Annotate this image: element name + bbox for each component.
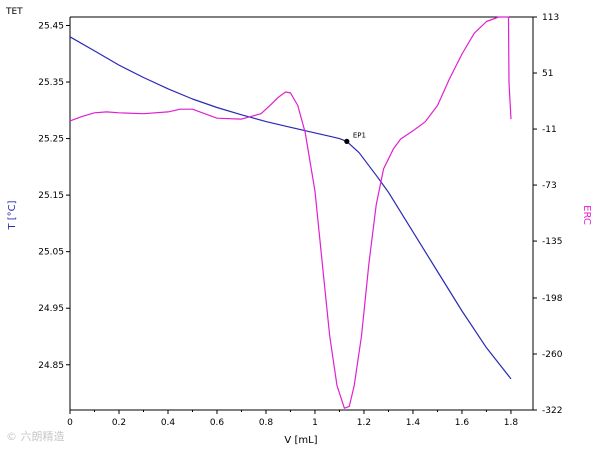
y-right-tick-label: -11 (542, 125, 557, 135)
y-left-tick-label: 24.95 (38, 304, 64, 314)
x-tick-label: 1.8 (504, 418, 519, 428)
y-right-tick-label: 51 (542, 69, 553, 79)
y-left-tick-label: 24.85 (38, 361, 64, 371)
y-right-tick-label: -198 (542, 294, 563, 304)
x-tick-label: 0.8 (259, 418, 274, 428)
y-left-tick-label: 25.45 (38, 21, 64, 31)
x-tick-label: 0.6 (210, 418, 225, 428)
y-right-tick-label: -322 (542, 406, 562, 416)
x-tick-label: 0.4 (161, 418, 176, 428)
y-right-tick-label: 113 (542, 13, 559, 23)
watermark-text: © 六朗精造 (6, 430, 65, 443)
x-tick-label: 0 (67, 418, 73, 428)
y-left-axis-label: T [°C] (7, 200, 18, 230)
x-axis-label: V [mL] (284, 435, 317, 446)
x-tick-label: 1 (312, 418, 318, 428)
y-right-axis-ticks: 113 51 -11 -73 -135 -198 -260 -322 (533, 13, 563, 416)
series-group (69, 16, 512, 409)
corner-title: TET (5, 7, 23, 17)
endpoint-marker (344, 138, 350, 145)
erc-curve (69, 16, 512, 409)
y-left-tick-label: 25.05 (38, 248, 64, 258)
y-right-tick-label: -260 (542, 350, 563, 360)
annotations-group: EP1 (344, 131, 366, 145)
y-right-tick-label: -73 (542, 181, 557, 191)
y-left-tick-label: 25.15 (38, 191, 64, 201)
x-tick-label: 0.2 (112, 418, 126, 428)
x-axis-ticks: 0 0.2 0.4 0.6 0.8 1 1.2 1.4 1.6 1.8 (67, 410, 518, 428)
y-left-axis-ticks: 25.45 25.35 25.25 25.15 25.05 24.95 24.85 (38, 21, 70, 371)
x-tick-label: 1.6 (455, 418, 470, 428)
temperature-curve (69, 36, 512, 380)
x-tick-label: 1.4 (406, 418, 421, 428)
y-right-tick-label: -135 (542, 237, 562, 247)
endpoint-label: EP1 (353, 131, 366, 139)
x-tick-label: 1.2 (357, 418, 371, 428)
y-left-tick-label: 25.35 (38, 78, 64, 88)
y-left-tick-label: 25.25 (38, 135, 64, 145)
y-right-axis-label: ERC (581, 205, 592, 225)
